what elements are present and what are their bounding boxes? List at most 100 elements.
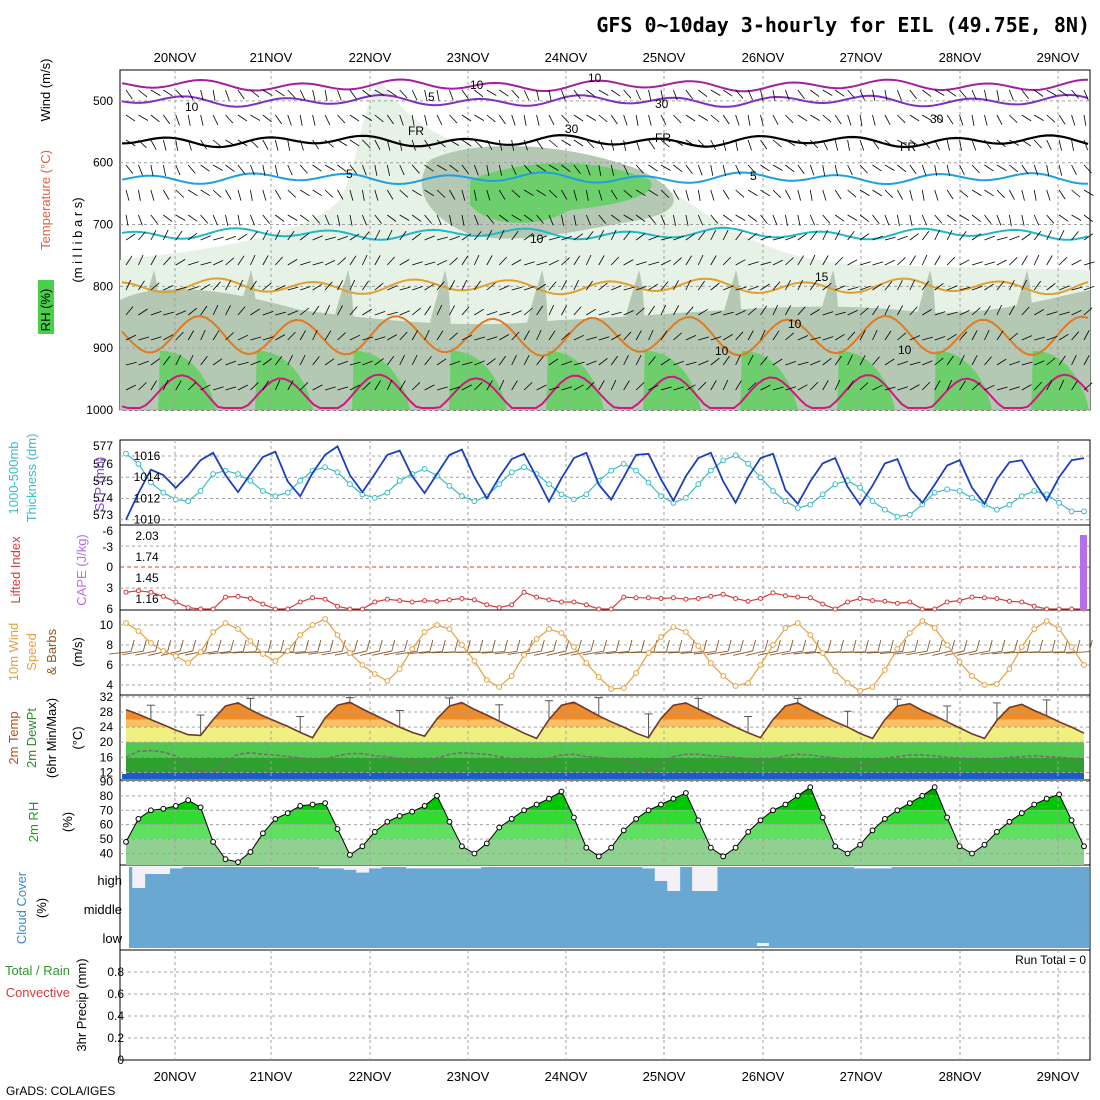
- wind-barb: [274, 189, 282, 200]
- wind-barb-feather: [776, 639, 781, 652]
- wind-barb: [872, 356, 880, 366]
- wind-barb: [594, 650, 617, 655]
- high-cloud-gap: [405, 867, 419, 869]
- data-point: [608, 467, 615, 474]
- wind-barb: [810, 89, 820, 97]
- rh-tick: 90: [100, 774, 114, 788]
- data-point: [807, 501, 814, 508]
- wind-barb: [374, 336, 386, 341]
- wind-barb: [436, 330, 444, 341]
- data-point: [347, 852, 353, 858]
- wind-barb-feather: [217, 639, 222, 652]
- wind-barb: [411, 214, 422, 222]
- wind-barb: [225, 235, 237, 241]
- temperature-axis-title: Temperature (°C): [38, 150, 53, 250]
- wind-barb: [635, 89, 642, 101]
- wind-barb: [1021, 214, 1025, 226]
- wind-barb: [635, 114, 639, 126]
- wind-barb: [225, 332, 234, 341]
- wind-barb: [722, 379, 729, 391]
- wind-barb: [984, 89, 988, 101]
- wind-barb: [436, 386, 448, 391]
- wind-barb: [872, 189, 883, 197]
- wind-barb: [660, 189, 670, 198]
- wind-barb: [411, 307, 421, 316]
- wind-barb: [237, 233, 248, 241]
- wind-barb: [1071, 214, 1082, 221]
- wind-barb: [523, 89, 530, 101]
- wind-barb: [822, 164, 826, 176]
- wind-barb: [934, 282, 944, 291]
- wind-barb: [424, 329, 430, 341]
- wind-barb: [847, 139, 850, 151]
- data-point: [882, 667, 888, 673]
- wind-barb: [648, 235, 659, 241]
- data-point: [222, 620, 229, 626]
- isotherm-line: [121, 226, 1089, 241]
- wind-barb: [237, 139, 248, 147]
- data-point: [645, 807, 652, 814]
- wind-barb: [138, 214, 143, 226]
- wind-barb-feather: [391, 639, 396, 652]
- wind-barb: [884, 281, 893, 291]
- wind-barb: [934, 255, 941, 266]
- data-point: [882, 816, 888, 822]
- wind-barb: [374, 139, 381, 150]
- wind-barb: [934, 164, 938, 176]
- data-point: [1056, 500, 1062, 506]
- wind-barb: [474, 360, 485, 366]
- wind-barb: [611, 285, 622, 291]
- cape-axis-title: CAPE (J/kg): [74, 534, 89, 606]
- data-point: [1056, 626, 1062, 632]
- lifted-index-point: [198, 606, 204, 612]
- wind-barb: [473, 164, 479, 176]
- wind-barb-feather: [305, 639, 309, 652]
- axis-tick: 574: [93, 491, 113, 505]
- wind-barb: [473, 189, 477, 201]
- wind-barb: [934, 357, 944, 366]
- wind-barb: [1021, 255, 1028, 266]
- wind-barb: [996, 214, 1002, 226]
- data-point: [794, 620, 801, 626]
- wind-barb: [959, 310, 970, 316]
- date-label-bottom: 26NOV: [742, 1069, 785, 1084]
- data-point: [533, 801, 540, 808]
- wind-barb: [959, 164, 965, 176]
- wind-barb-feather: [852, 639, 857, 652]
- wind-barb: [374, 311, 386, 316]
- wind-barb: [932, 650, 952, 656]
- wind-barb: [374, 89, 385, 96]
- wind-barb: [956, 650, 977, 656]
- wind-barb: [436, 214, 442, 226]
- wind-barb: [349, 164, 358, 174]
- wind-barb: [1033, 254, 1040, 266]
- wind-barb-feather: [1076, 639, 1081, 652]
- wind-barb: [399, 89, 408, 99]
- wind-barb: [847, 286, 859, 291]
- wind-barb: [922, 309, 932, 316]
- wind-barb: [324, 164, 335, 171]
- wind-barb: [1033, 381, 1043, 391]
- wind-barb: [275, 311, 287, 316]
- wind-barb: [909, 139, 920, 147]
- wind-barb: [971, 233, 982, 241]
- high-cloud-gap: [866, 867, 880, 869]
- high-cloud-gap: [144, 867, 158, 874]
- data-point: [496, 481, 503, 488]
- wind-barb: [436, 358, 447, 366]
- wind-barb: [909, 164, 917, 175]
- wind-barb: [834, 333, 845, 341]
- lifted-index-point: [633, 595, 639, 601]
- date-label-bottom: 29NOV: [1037, 1069, 1080, 1084]
- wind-barb: [747, 307, 757, 316]
- data-point: [284, 648, 291, 654]
- wind-barb: [810, 360, 821, 366]
- wind-barb: [586, 336, 598, 341]
- wind-barb: [921, 139, 931, 149]
- wind-barb-feather: [292, 639, 297, 652]
- wind-barb: [611, 311, 622, 316]
- wind-barb: [507, 650, 530, 655]
- wind-barb-feather: [840, 639, 844, 652]
- contour-label: 10: [530, 232, 544, 246]
- wind-barb: [548, 114, 555, 125]
